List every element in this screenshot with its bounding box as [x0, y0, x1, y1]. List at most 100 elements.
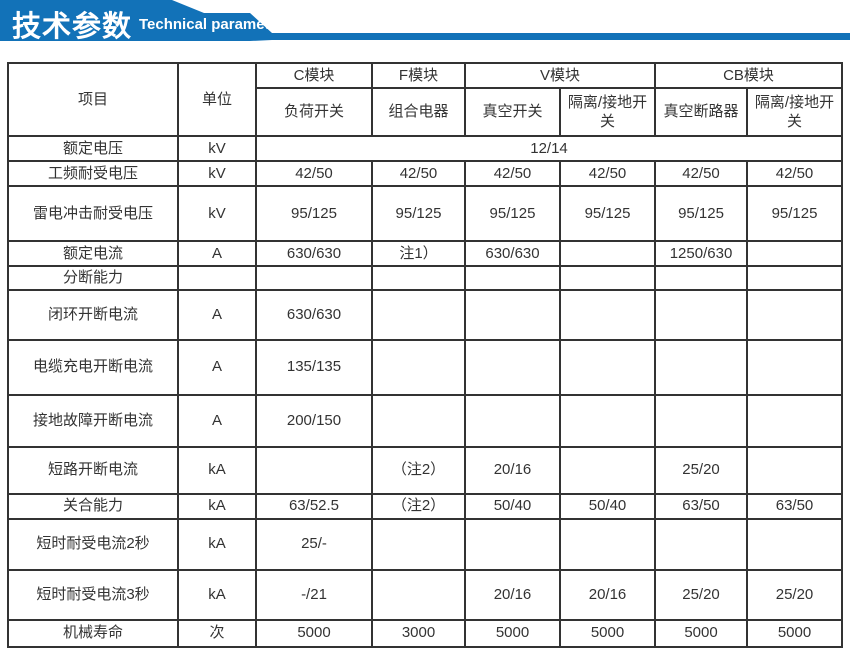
row-unit: A: [177, 240, 257, 267]
page-title-en: Technical parameter: [139, 16, 284, 33]
value-cell: [464, 338, 561, 396]
value-cell: [255, 265, 373, 291]
row-label: 工频耐受电压: [7, 160, 179, 187]
page-title-zh: 技术参数: [12, 11, 133, 43]
table-row: 短时耐受电流2秒 kA 25/-: [7, 517, 844, 571]
table-row: 工频耐受电压 kV 42/50 42/50 42/50 42/50 42/50 42/50: [7, 160, 844, 187]
row-unit: kA: [177, 492, 257, 520]
value-cell: 95/125: [558, 185, 657, 242]
row-unit: kV: [177, 135, 257, 162]
table-row: 分断能力: [7, 265, 844, 291]
table-row: 短时耐受电流3秒 kA -/21 20/16 20/16 25/20 25/20: [7, 568, 844, 621]
value-cell: [464, 393, 561, 448]
value-cell: 3000: [371, 618, 466, 648]
value-cell: 630/630: [464, 240, 561, 267]
value-cell: 50/40: [464, 492, 561, 520]
value-cell: 25/-: [255, 517, 373, 571]
value-cell: 20/16: [464, 445, 561, 495]
value-cell: [464, 288, 561, 341]
row-label: 机械寿命: [7, 618, 179, 648]
row-label: 闭环开断电流: [7, 288, 179, 341]
module-group-header: C模块: [255, 62, 373, 89]
table-row: 电缆充电开断电流 A 135/135: [7, 338, 844, 396]
value-cell: [371, 288, 466, 341]
value-cell: [654, 338, 749, 396]
value-cell: 5000: [746, 618, 844, 648]
value-cell: 42/50: [255, 160, 373, 187]
value-cell: 95/125: [464, 185, 561, 242]
value-cell: 注1）: [371, 240, 466, 267]
row-label: 额定电压: [7, 135, 179, 162]
row-unit: kA: [177, 568, 257, 621]
value-cell: 63/50: [746, 492, 844, 520]
col-header-unit: 单位: [177, 62, 257, 137]
value-cell: [371, 338, 466, 396]
row-unit: [177, 265, 257, 291]
row-label: 电缆充电开断电流: [7, 338, 179, 396]
value-cell: [746, 240, 844, 267]
header-row-module-groups: 项目 单位 C模块 F模块 V模块 CB模块: [7, 62, 844, 137]
value-cell: [371, 568, 466, 621]
row-label: 短时耐受电流3秒: [7, 568, 179, 621]
value-cell: 630/630: [255, 288, 373, 341]
header-row-subheads: 负荷开关 组合电器 真空开关 隔离/接地开关 真空断路器 隔离/接地开关: [8, 87, 844, 137]
value-cell: 42/50: [746, 160, 844, 187]
table-row: 短路开断电流 kA （注2） 20/16 25/20: [7, 445, 844, 495]
value-cell: [746, 445, 844, 495]
value-cell: 135/135: [255, 338, 373, 396]
value-cell: 63/52.5: [255, 492, 373, 520]
value-cell: [558, 517, 657, 571]
value-cell: 5000: [464, 618, 561, 648]
value-cell: [464, 265, 561, 291]
value-cell: [558, 445, 657, 495]
value-cell: [558, 338, 657, 396]
value-cell: 95/125: [255, 185, 373, 242]
value-cell: 1250/630: [654, 240, 749, 267]
row-unit: kA: [177, 517, 257, 571]
value-cell: [746, 265, 844, 291]
row-unit: kV: [177, 160, 257, 187]
value-cell: 200/150: [255, 393, 373, 448]
value-cell: 42/50: [558, 160, 657, 187]
technical-parameter-table: 项目 单位 C模块 F模块 V模块 CB模块 负荷开关 组合电器 真空开关 隔离/接地开关真…: [7, 62, 844, 648]
table-row: 额定电压 kV 12/14: [7, 135, 844, 162]
value-cell: 20/16: [558, 568, 657, 621]
value-cell: [746, 393, 844, 448]
module-group-header: F模块: [371, 62, 466, 89]
row-label: 雷电冲击耐受电压: [7, 185, 179, 242]
value-cell: （注2）: [371, 445, 466, 495]
value-cell: 95/125: [654, 185, 749, 242]
value-cell: 20/16: [464, 568, 561, 621]
module-subheader: 真空断路器: [654, 87, 749, 137]
value-cell: [371, 265, 466, 291]
value-cell: 95/125: [371, 185, 466, 242]
value-cell: [558, 393, 657, 448]
value-cell: 42/50: [654, 160, 749, 187]
value-cell: [746, 338, 844, 396]
col-header-item: 项目: [7, 62, 179, 137]
table-row: 接地故障开断电流 A 200/150: [7, 393, 844, 448]
row-unit: kA: [177, 445, 257, 495]
row-label: 分断能力: [7, 265, 179, 291]
value-cell: 25/20: [654, 568, 749, 621]
table-row: 关合能力 kA 63/52.5 （注2） 50/40 50/40 63/50 63/50: [7, 492, 844, 520]
value-cell: 42/50: [464, 160, 561, 187]
value-cell: [371, 393, 466, 448]
table-row: 额定电流 A 630/630 注1） 630/630 1250/630: [7, 240, 844, 267]
module-subheader: 隔离/接地开关: [558, 87, 657, 137]
banner-ribbon-shape: [0, 0, 850, 41]
module-group-header: CB模块: [654, 62, 844, 89]
value-cell: [654, 265, 749, 291]
value-cell: 630/630: [255, 240, 373, 267]
module-subheader: 组合电器: [371, 87, 466, 137]
module-subheader: 真空开关: [464, 87, 561, 137]
value-cell: 95/125: [746, 185, 844, 242]
row-label: 关合能力: [7, 492, 179, 520]
value-cell: （注2）: [371, 492, 466, 520]
table-row: 雷电冲击耐受电压 kV 95/125 95/125 95/125 95/125 95/125…: [7, 185, 844, 242]
value-cell: [746, 288, 844, 341]
row-unit: 次: [177, 618, 257, 648]
value-cell: [558, 288, 657, 341]
row-unit: A: [177, 338, 257, 396]
row-unit: A: [177, 393, 257, 448]
